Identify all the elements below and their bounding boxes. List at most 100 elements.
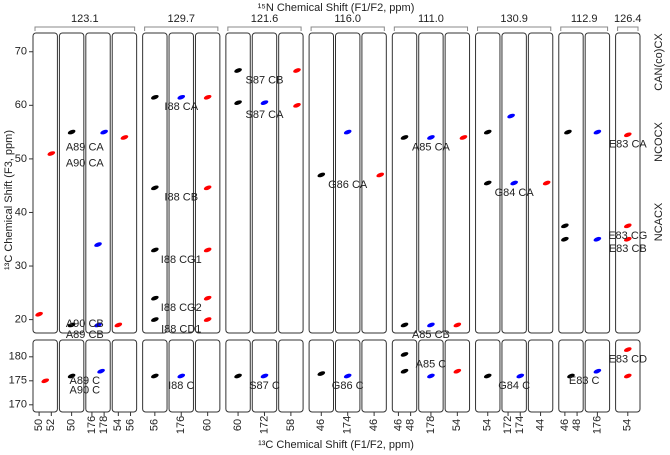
strip-frame [584,32,611,334]
strip-frame [527,32,554,334]
peak [317,371,326,376]
peak-label: S87 CA [246,109,285,121]
x-tick-label: 50 [66,419,78,431]
x-tick-label: 54 [451,419,463,431]
group-bracket [393,26,469,31]
group-bracket [144,26,219,31]
strip-frame [278,339,304,413]
peak-label: I88 CD1 [161,324,201,336]
peak [177,94,186,100]
group-bracket [560,26,609,31]
peak-label: S87 C [249,380,280,392]
peak [483,373,492,379]
peak [234,373,242,379]
peak [376,172,385,178]
peak [561,223,569,229]
strip-frame [361,339,387,413]
peak-label: I88 CB [164,192,198,204]
peak [623,223,632,229]
x-tick-label: 176 [175,416,187,434]
peak [623,132,632,138]
x-tick-label: 54 [482,419,494,431]
y-tick-label: 170 [9,399,27,411]
x-tick-label: 54 [112,419,124,431]
peak [317,172,326,178]
y-tick-label: 20 [15,314,27,326]
peak-label: E83 CG [608,230,647,242]
peak [459,135,468,140]
strip-frame [308,32,335,334]
legend-entry: NCOCX [653,121,665,161]
group-bracket [34,26,136,31]
peak [151,317,159,322]
peak [293,68,301,73]
strip-frame [527,339,554,413]
peak [260,373,269,379]
peak [177,373,186,379]
peak [427,373,435,379]
peak-label: I88 CA [164,101,198,113]
peak [151,94,159,100]
peak [203,94,212,100]
peak [151,185,159,191]
strip-frame [391,339,418,413]
peak [593,236,602,242]
strip-frame [142,32,168,334]
peak [41,378,50,384]
peak [507,113,515,119]
peak [564,129,572,135]
x-tick-label: 52 [45,419,57,431]
peak [542,180,551,186]
peak [510,180,518,186]
peak [203,185,212,191]
peak [400,322,409,328]
group-bracket [617,26,639,31]
x-tick-label: 48 [405,419,417,431]
peak-label: A89 CB [66,329,104,341]
peak [427,135,435,140]
x-axis-title: ¹³C Chemical Shift (F1/F2, ppm) [258,439,414,451]
peak-label: A85 CB [412,329,450,341]
peak [203,295,212,301]
peak [94,322,102,328]
peak [516,373,525,379]
strip-frame [194,32,221,334]
x-tick-label: 58 [285,419,297,431]
strip-frame [58,32,85,334]
strip-frame [444,339,471,413]
peak-label: E83 CA [609,139,648,151]
x-tick-label: 174 [514,416,526,434]
peak-label: A90 C [70,385,101,397]
peak [151,295,159,301]
strip-frame [558,32,584,334]
peak [293,102,301,108]
peak [97,368,105,374]
peak [623,373,632,379]
peak [400,135,409,140]
peak-label: A85 CA [412,141,451,153]
peak [94,242,102,247]
group-label: 112.9 [571,13,598,25]
peak-label: S87 CB [246,74,284,86]
x-tick-label: 176 [591,416,603,434]
peak [100,129,108,135]
peak-label: A90 CA [66,157,105,169]
strip-frame [308,339,335,413]
x-tick-label: 60 [232,419,244,431]
x-tick-label: 176 [86,416,98,434]
x-tick-label: 56 [149,419,161,431]
peak [427,322,435,328]
x-tick-label: 172 [502,416,514,434]
peak [203,247,212,253]
y-tick-label: 70 [15,46,27,58]
peak-label: G84 C [498,380,530,392]
x-tick-label: 44 [534,419,546,431]
peak [35,311,43,317]
peak [567,373,575,379]
peak-label: E83 C [569,375,600,387]
peak [453,322,462,328]
group-label: 130.9 [500,13,528,25]
peak-label: E83 CB [609,243,647,255]
legend-entry: NCACX [653,202,665,241]
